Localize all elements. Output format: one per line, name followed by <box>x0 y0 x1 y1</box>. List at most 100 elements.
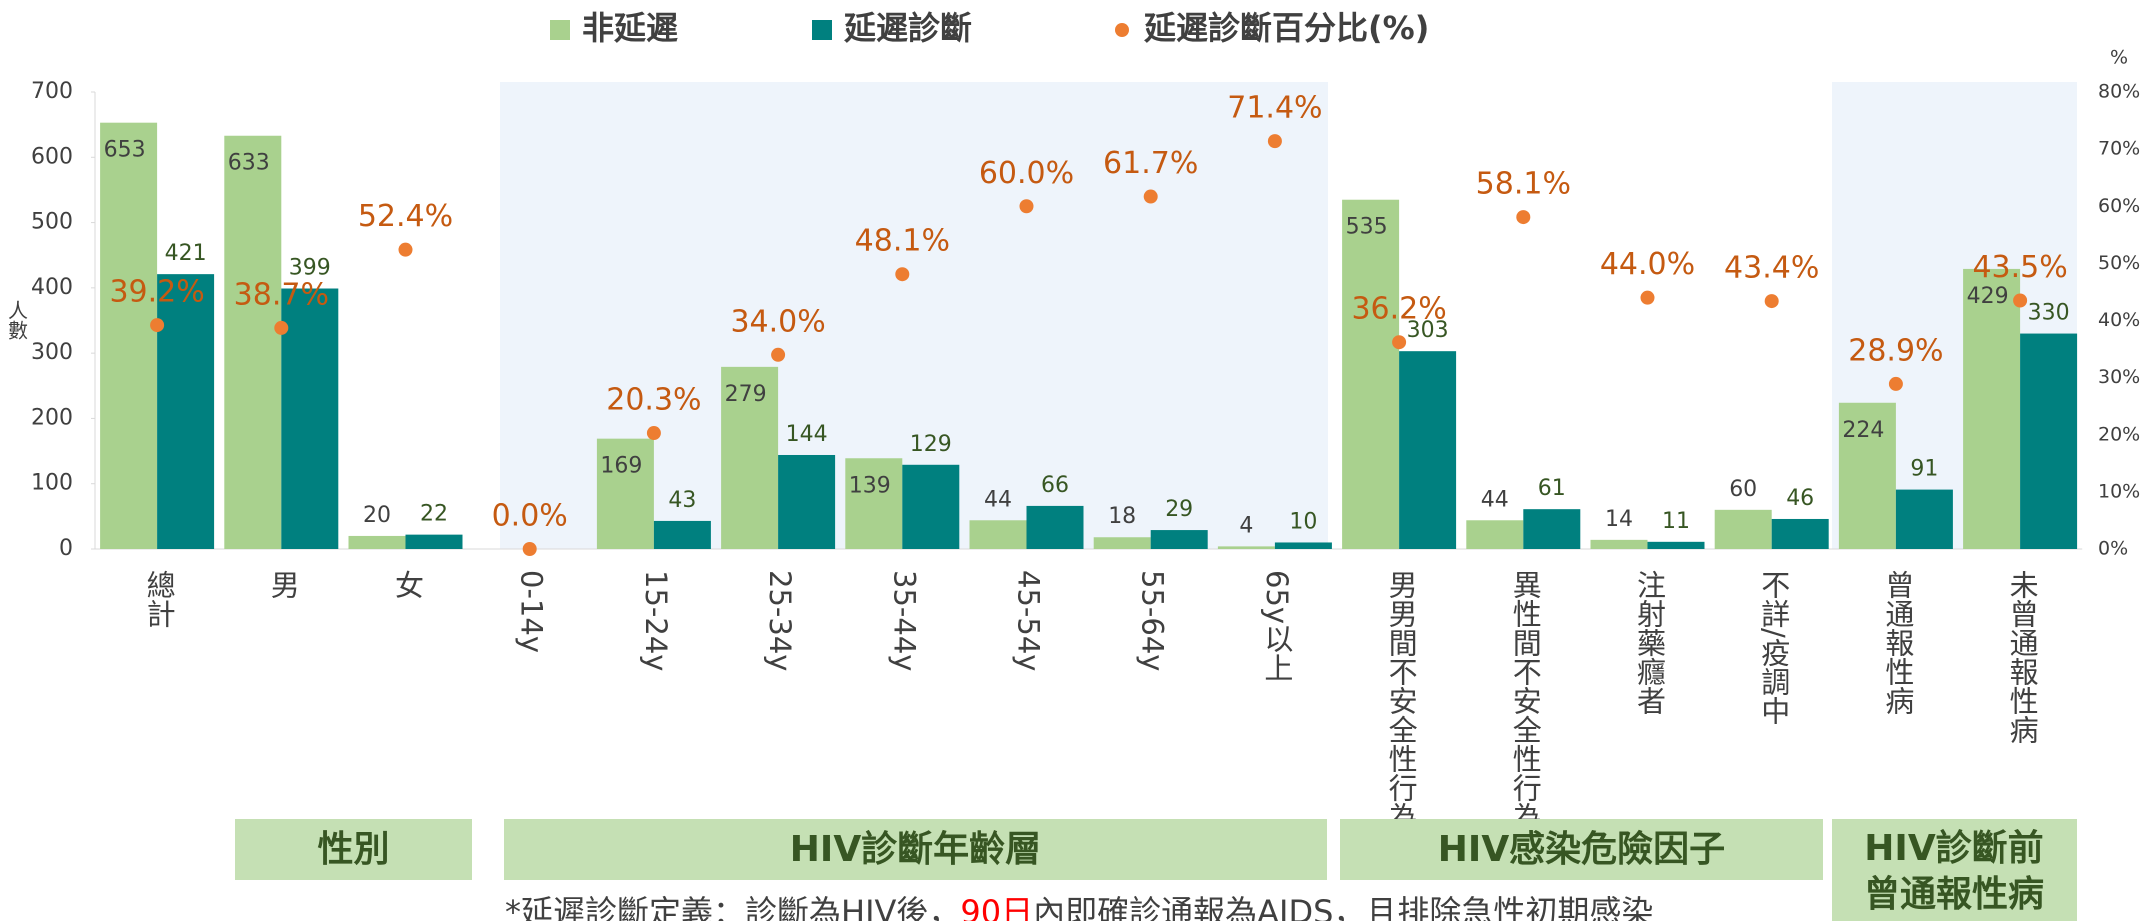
bar <box>405 534 463 549</box>
percent-label: 71.4% <box>1227 91 1322 126</box>
percent-label: 43.4% <box>1724 251 1819 286</box>
percent-dot <box>1143 189 1158 204</box>
percent-label: 0.0% <box>492 499 568 534</box>
y2-axis-label: % <box>2110 47 2128 69</box>
bar <box>902 464 960 549</box>
bar <box>721 366 779 549</box>
bar-value-label: 11 <box>1662 509 1690 534</box>
percent-dot <box>1888 376 1903 391</box>
percent-dot <box>522 542 537 556</box>
bar <box>1771 518 1829 549</box>
bar-value-label: 61 <box>1538 476 1566 501</box>
bar-value-label: 169 <box>600 454 642 479</box>
y2-tick-label: 50% <box>2098 252 2140 274</box>
x-tick-label: 25-34y <box>763 570 797 671</box>
bar <box>1026 505 1084 549</box>
y-tick-label: 100 <box>31 471 73 496</box>
y-tick-label: 200 <box>31 405 73 430</box>
group-label: HIV感染危險因子 <box>1438 829 1725 870</box>
bar-value-label: 279 <box>725 382 767 407</box>
percent-label: 20.3% <box>606 383 701 418</box>
y-tick-label: 700 <box>31 79 73 104</box>
bar-value-label: 633 <box>228 151 270 176</box>
bar-value-label: 46 <box>1786 486 1814 511</box>
x-tick-label: 曾通報性病 <box>1881 570 1915 715</box>
y-tick-label: 0 <box>59 536 73 561</box>
footnote-highlight: 90日 <box>960 893 1033 921</box>
bar-value-label: 18 <box>1108 504 1136 529</box>
bar-value-label: 129 <box>910 432 952 457</box>
group-label: HIV診斷前 <box>1864 828 2043 869</box>
group-box <box>235 819 472 880</box>
bar-value-label: 224 <box>1842 418 1884 443</box>
percent-label: 39.2% <box>109 275 204 310</box>
y2-tick-label: 30% <box>2098 366 2140 388</box>
x-tick-label: 不詳/疫調中 <box>1757 570 1791 725</box>
percent-label: 43.5% <box>1972 250 2067 285</box>
bar-value-label: 20 <box>363 503 391 528</box>
bar-value-label: 10 <box>1289 509 1317 534</box>
bar <box>1647 541 1705 549</box>
bar <box>596 438 654 549</box>
bar <box>1150 530 1208 549</box>
percent-label: 48.1% <box>855 224 950 259</box>
bar-value-label: 303 <box>1407 318 1449 343</box>
bar <box>1523 509 1581 549</box>
bar-value-label: 421 <box>165 241 207 266</box>
percent-label: 28.9% <box>1848 333 1943 368</box>
bar <box>1093 537 1151 549</box>
bar <box>1466 520 1524 549</box>
percent-label: 58.1% <box>1476 167 1571 202</box>
group-box <box>1832 819 2077 921</box>
y2-tick-label: 10% <box>2098 480 2140 502</box>
footnote: *延遲診斷定義：診斷為HIV後，90日內即確診通報為AIDS，且排除急性初期感染 <box>505 893 1653 921</box>
bar <box>2020 333 2078 549</box>
legend-label: 非延遲 <box>582 9 678 47</box>
percent-dot <box>1640 290 1655 305</box>
bar-value-label: 66 <box>1041 473 1069 498</box>
legend-marker <box>1115 23 1129 37</box>
x-tick-label: 55-64y <box>1136 570 1170 671</box>
bar-value-label: 43 <box>668 488 696 513</box>
bar <box>1838 402 1896 549</box>
percent-label: 36.2% <box>1351 292 1446 327</box>
bar <box>157 274 215 549</box>
legend-label: 延遲診斷百分比(%) <box>1143 9 1429 47</box>
x-tick-label: 異性間不安全性行為 <box>1508 570 1542 831</box>
legend-marker <box>812 20 832 40</box>
percent-dot <box>398 242 413 257</box>
percent-dot <box>771 347 786 362</box>
bar-value-label: 14 <box>1605 507 1633 532</box>
bar <box>281 288 339 549</box>
y2-tick-label: 0% <box>2098 538 2128 560</box>
bar-value-label: 44 <box>1481 487 1509 512</box>
x-tick-label: 總計 <box>142 570 176 628</box>
y2-tick-label: 40% <box>2098 309 2140 331</box>
legend-label: 延遲診斷 <box>843 9 972 47</box>
percent-dot <box>1019 199 1034 214</box>
bar-value-label: 29 <box>1165 497 1193 522</box>
y-tick-label: 500 <box>31 210 73 235</box>
bar <box>100 122 158 549</box>
y-tick-label: 400 <box>31 275 73 300</box>
bar-value-label: 330 <box>2028 301 2070 326</box>
y2-tick-label: 20% <box>2098 423 2140 445</box>
bar <box>778 454 836 549</box>
x-tick-label: 未曾通報性病 <box>2005 570 2039 744</box>
percent-dot <box>1764 294 1779 309</box>
x-tick-label: 女 <box>391 570 425 599</box>
percent-dot <box>1267 134 1282 149</box>
bar <box>653 520 711 549</box>
x-tick-label: 男 <box>266 570 300 599</box>
x-tick-label: 男男間不安全性行為 <box>1384 570 1418 831</box>
x-tick-label: 注射藥癮者 <box>1633 570 1667 715</box>
bar <box>1217 546 1275 549</box>
percent-label: 61.7% <box>1103 146 1198 181</box>
bar <box>1963 268 2021 549</box>
bar-value-label: 44 <box>984 487 1012 512</box>
group-label: 性別 <box>317 829 389 870</box>
group-label: 曾通報性病 <box>1864 874 2044 915</box>
x-tick-label: 15-24y <box>639 570 673 671</box>
bar-value-label: 4 <box>1239 513 1253 538</box>
